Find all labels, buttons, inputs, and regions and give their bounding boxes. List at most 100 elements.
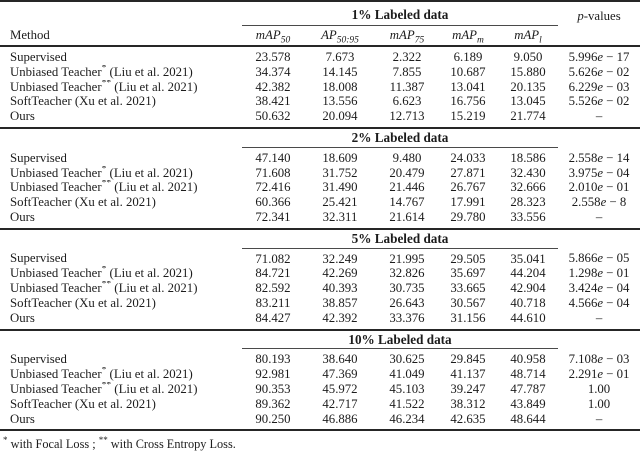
- method-cell: Ours: [0, 411, 242, 432]
- metric-value-cell: 84.721: [255, 266, 291, 281]
- metric-value-cell: 31.752: [322, 165, 358, 180]
- metric-value-cell: 20.135: [510, 79, 546, 94]
- method-cell: SoftTeacher (Xu et al. 2021): [10, 195, 156, 210]
- metric-value-cell: 90.250: [242, 411, 304, 432]
- metric-value-cell: 21.614: [389, 209, 425, 224]
- metric-value-cell: 44.204: [510, 266, 546, 281]
- metric-value-cell: 31.490: [322, 180, 358, 195]
- table-row: Supervised 23.578 7.673 2.322 6.189 9.050 5.99…: [0, 46, 640, 65]
- method-footnote-marker: **: [101, 180, 112, 190]
- metric-value-cell: 7.855: [392, 64, 422, 79]
- table-row: Supervised 47.140 18.609 9.480 24.033 18.586 2…: [0, 147, 640, 165]
- metric-value-cell: 28.323: [510, 195, 546, 210]
- metric-value-cell: 18.586: [510, 150, 546, 165]
- pvalue-cell: 3.424e − 04: [568, 281, 630, 296]
- pvalues-italic-p: p: [577, 8, 584, 23]
- pvalues-rest: -values: [583, 8, 621, 23]
- metric-value-cell: 47.787: [510, 381, 546, 396]
- metric-value-cell: 26.643: [389, 295, 425, 310]
- table-row: Unbiased Teacher* (Liu et al. 2021) 71.60…: [0, 166, 640, 181]
- metric-value-cell: 38.640: [322, 352, 358, 367]
- metric-value-cell: 13.041: [450, 79, 486, 94]
- metric-value-cell: 20.094: [322, 109, 358, 124]
- pvalue-cell: –: [595, 310, 603, 325]
- method-cell: Unbiased Teacher** (Liu et al. 2021): [10, 180, 198, 195]
- method-cell: Supervised: [10, 352, 67, 367]
- metric-value-cell: 42.269: [322, 266, 358, 281]
- metric-value-cell: 11.387: [389, 79, 425, 94]
- metric-value-cell: 9.480: [392, 150, 422, 165]
- metric-value-cell: 26.767: [450, 180, 486, 195]
- method-cell: Unbiased Teacher* (Liu et al. 2021): [10, 367, 193, 382]
- section-title: 10% Labeled data: [242, 328, 559, 350]
- metric-value-cell: 40.718: [510, 295, 546, 310]
- method-cell: Ours: [10, 209, 35, 224]
- metric-value-cell: 33.665: [450, 281, 486, 296]
- method-cell: Unbiased Teacher** (Liu et al. 2021): [10, 79, 198, 94]
- metric-value-cell: 41.522: [389, 396, 425, 411]
- metric-value-cell: 84.427: [255, 310, 291, 325]
- metric-value-cell: 13.556: [322, 94, 358, 109]
- table-row: Supervised 71.082 32.249 21.995 29.505 35.041…: [0, 248, 640, 266]
- table-footnote: * with Focal Loss ; ** with Cross Entrop…: [3, 435, 236, 452]
- metric-value-cell: 48.644: [498, 411, 559, 432]
- metric-value-cell: 45.972: [322, 381, 358, 396]
- metric-value-cell: 43.849: [510, 396, 546, 411]
- table-row: Unbiased Teacher** (Liu et al. 2021) 72.4…: [0, 180, 640, 195]
- metric-value-cell: 40.393: [322, 281, 358, 296]
- table-header: 1% Labeled data p-values Method mAP50 AP…: [0, 1, 640, 47]
- pvalue-cell: 2.010e − 01: [568, 180, 630, 195]
- pvalue-cell: 5.626e − 02: [568, 64, 630, 79]
- metric-value-cell: 33.556: [510, 209, 546, 224]
- blank-cell: [558, 227, 640, 249]
- metric-value-cell: 2.322: [392, 50, 422, 64]
- table-section: 5% Labeled data Supervised 71.082 32.249 21.…: [0, 227, 640, 330]
- metric-value-cell: 39.247: [450, 381, 486, 396]
- metric-value-cell: 42.717: [322, 396, 358, 411]
- metric-value-cell: 89.362: [255, 396, 291, 411]
- metric-value-cell: 46.234: [376, 411, 438, 432]
- section-title: 2% Labeled data: [242, 126, 559, 148]
- metric-value-cell: 42.392: [322, 310, 358, 325]
- method-cell: Unbiased Teacher* (Liu et al. 2021): [10, 165, 193, 180]
- metric-value-cell: 24.033: [450, 150, 486, 165]
- method-cell: Unbiased Teacher* (Liu et al. 2021): [10, 266, 193, 281]
- blank-cell: [0, 126, 242, 148]
- table-row: Supervised 80.193 38.640 30.625 29.845 40.958…: [0, 349, 640, 367]
- pvalue-cell: 5.866e − 05: [568, 251, 630, 266]
- pvalue-cell: 1.00: [587, 381, 611, 396]
- blank-cell: [558, 126, 640, 148]
- metric-value-cell: 38.857: [322, 295, 358, 310]
- table-row: Unbiased Teacher** (Liu et al. 2021) 82.5…: [0, 281, 640, 296]
- method-cell: Ours: [10, 310, 35, 325]
- metric-value-cell: 25.421: [322, 195, 358, 210]
- table-section: 10% Labeled data Supervised 80.193 38.640 30…: [0, 328, 640, 432]
- metric-value-cell: 80.193: [255, 352, 291, 367]
- metric-value-cell: 71.608: [255, 165, 291, 180]
- metric-value-cell: 29.845: [450, 352, 486, 367]
- metric-value-cell: 50.632: [255, 109, 291, 124]
- pvalue-cell: 1.00: [587, 396, 611, 411]
- pvalue-cell: 5.526e − 02: [568, 94, 630, 109]
- metric-value-cell: 21.446: [389, 180, 425, 195]
- metric-value-cell: 30.735: [389, 281, 425, 296]
- group-header-row: 1% Labeled data p-values: [0, 1, 640, 26]
- metric-value-cell: 42.382: [255, 79, 291, 94]
- metric-value-cell: 30.625: [389, 352, 425, 367]
- pvalue-cell: 2.558e − 8: [571, 195, 627, 210]
- metric-value-cell: 92.981: [255, 367, 291, 382]
- metric-value-cell: 18.609: [322, 150, 358, 165]
- metric-value-cell: 48.714: [510, 367, 546, 382]
- metric-value-cell: 9.050: [513, 50, 543, 64]
- footnote-marker: **: [98, 435, 108, 446]
- section-title: 5% Labeled data: [242, 227, 559, 249]
- blank-cell: [0, 1, 242, 26]
- metric-value-cell: 27.871: [450, 165, 486, 180]
- metric-value-cell: 82.592: [255, 281, 291, 296]
- metric-value-cell: 15.880: [510, 64, 546, 79]
- metric-value-cell: 29.780: [450, 209, 486, 224]
- metric-value-cell: 7.673: [325, 50, 355, 64]
- table-row: Unbiased Teacher* (Liu et al. 2021) 92.98…: [0, 367, 640, 382]
- method-cell: Unbiased Teacher* (Liu et al. 2021): [10, 64, 193, 79]
- metric-value-cell: 72.341: [255, 209, 291, 224]
